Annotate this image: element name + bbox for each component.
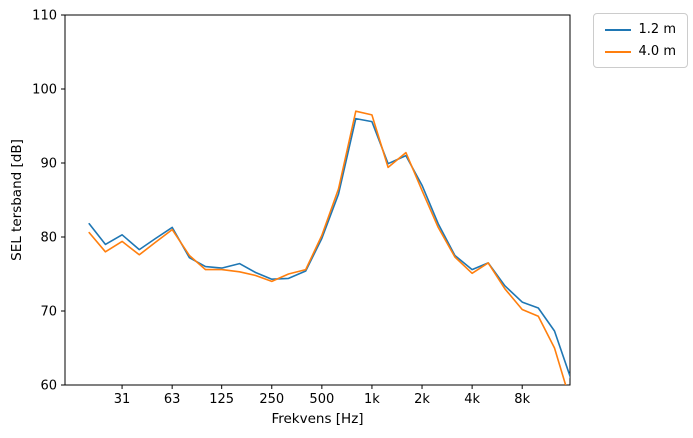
svg-text:80: 80	[40, 231, 57, 246]
svg-text:1k: 1k	[364, 392, 380, 407]
legend-line-swatch-orange	[604, 50, 631, 53]
svg-text:31: 31	[114, 392, 131, 407]
svg-text:2k: 2k	[414, 392, 430, 407]
svg-text:100: 100	[32, 83, 57, 98]
legend-label: 4.0 m	[638, 44, 676, 59]
legend-line-swatch-blue	[604, 28, 631, 31]
svg-text:60: 60	[40, 379, 57, 394]
svg-text:110: 110	[32, 9, 57, 24]
svg-text:250: 250	[259, 392, 284, 407]
x-axis-label: Frekvens [Hz]	[271, 411, 364, 427]
svg-text:8k: 8k	[514, 392, 530, 407]
svg-text:125: 125	[209, 392, 234, 407]
svg-text:500: 500	[309, 392, 334, 407]
svg-text:4k: 4k	[464, 392, 480, 407]
legend-item-1-2m: 1.2 m	[604, 22, 676, 37]
legend-label: 1.2 m	[638, 22, 676, 37]
legend: 1.2 m 4.0 m	[592, 13, 688, 68]
legend-item-4-0m: 4.0 m	[604, 44, 676, 59]
svg-text:90: 90	[40, 157, 57, 172]
svg-text:70: 70	[40, 305, 57, 320]
y-axis-label: SEL tersband [dB]	[9, 139, 25, 261]
svg-text:63: 63	[164, 392, 181, 407]
